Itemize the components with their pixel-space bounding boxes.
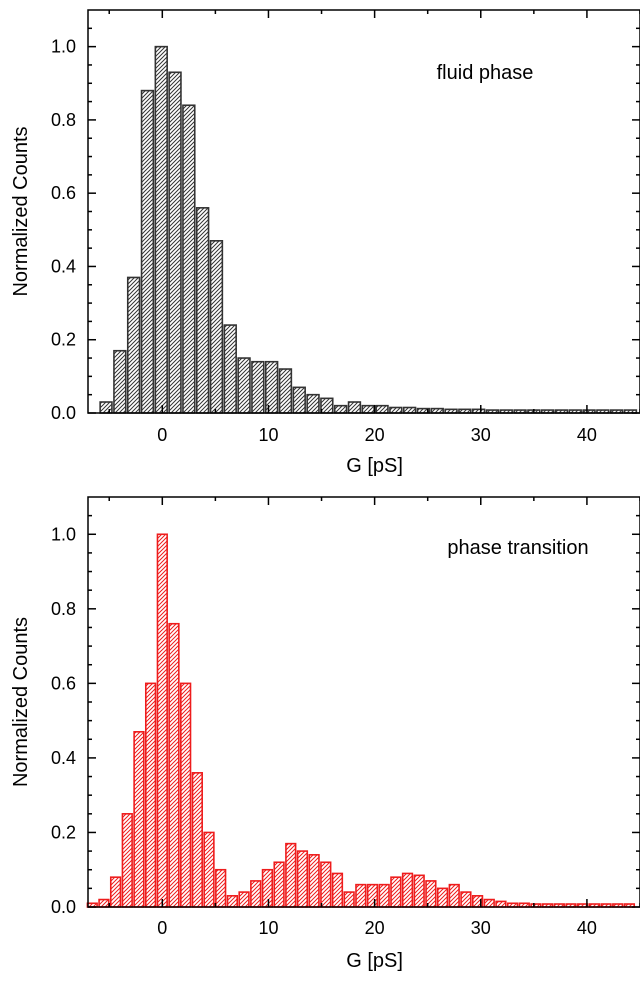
bar: [278, 368, 293, 414]
y-tick-label: 0.0: [51, 403, 76, 423]
bar: [209, 240, 224, 414]
bar: [156, 533, 168, 908]
bar: [402, 406, 417, 414]
bar: [273, 861, 285, 908]
x-tick-label: 10: [258, 918, 278, 938]
bar: [109, 876, 122, 908]
bar: [215, 868, 227, 908]
x-tick-label: 0: [157, 425, 167, 445]
bar: [223, 324, 237, 414]
bar: [98, 898, 110, 908]
bar: [99, 401, 113, 414]
y-tick-label: 0.2: [51, 822, 76, 842]
panel-fluid-phase: 0 10 20 30 40 0.0 0.2 0.4 0.6 0.8 1.0 Normalized C…: [10, 9, 640, 477]
bar: [413, 874, 425, 908]
bar: [182, 104, 196, 414]
x-tick-label: 20: [365, 425, 385, 445]
bar: [251, 360, 265, 414]
bar: [320, 397, 334, 414]
bar: [448, 883, 460, 908]
bar: [361, 404, 375, 414]
panel-phase-transition: 0 10 20 30 40 0.0 0.2 0.4 0.6 0.8 1.0 Normalized C…: [10, 496, 640, 972]
bar: [203, 831, 215, 908]
bar: [389, 406, 403, 414]
bars-phase-transition: [86, 533, 636, 908]
ylabel-phase-transition: Normalized Counts: [10, 617, 32, 787]
bar: [343, 891, 355, 908]
bar: [366, 883, 379, 908]
x-tick-label: 10: [258, 425, 278, 445]
y-tick-label: 0.6: [51, 183, 76, 203]
bar: [495, 900, 507, 908]
bar: [113, 349, 127, 414]
ylabel-fluid-phase: Normalized Counts: [10, 126, 32, 296]
bar: [375, 404, 389, 414]
bar: [154, 45, 168, 414]
bar: [237, 357, 251, 414]
bar: [285, 842, 297, 908]
bar: [238, 891, 250, 908]
y-tick-label: 1.0: [51, 37, 76, 57]
annotation-fluid-phase: fluid phase: [437, 62, 534, 84]
bar: [133, 731, 145, 908]
bar: [331, 872, 344, 908]
bar: [306, 393, 320, 414]
x-tick-label: 30: [471, 425, 491, 445]
bar: [347, 401, 362, 414]
bar: [121, 813, 133, 908]
xlabel-fluid-phase: G [pS]: [346, 455, 403, 477]
annotation-phase-transition: phase transition: [447, 537, 588, 559]
x-tick-label: 20: [365, 918, 385, 938]
bar: [191, 772, 203, 908]
bar: [292, 386, 306, 414]
axes-phase-transition: 0 10 20 30 40 0.0 0.2 0.4 0.6 0.8 1.0: [51, 496, 640, 938]
bar: [296, 850, 309, 908]
y-tick-label: 0.6: [51, 673, 76, 693]
bar: [168, 622, 180, 908]
xlabel-phase-transition: G [pS]: [346, 950, 403, 972]
bar: [126, 276, 141, 414]
bar: [261, 868, 274, 908]
bar: [144, 682, 157, 908]
bar: [320, 861, 332, 908]
bar: [436, 887, 449, 908]
y-tick-label: 0.4: [51, 748, 76, 768]
bar: [483, 898, 495, 908]
x-tick-label: 40: [577, 425, 597, 445]
bars-fluid-phase: [99, 45, 638, 414]
bar: [333, 404, 348, 414]
y-tick-label: 1.0: [51, 524, 76, 544]
bar: [180, 682, 192, 908]
bar: [401, 872, 414, 908]
bar: [378, 883, 390, 908]
x-tick-label: 30: [471, 918, 491, 938]
x-tick-label: 0: [157, 918, 167, 938]
bar: [460, 891, 472, 908]
axes-fluid-phase: 0 10 20 30 40 0.0 0.2 0.4 0.6 0.8 1.0: [51, 9, 640, 445]
bar: [390, 876, 402, 908]
y-tick-label: 0.8: [51, 599, 76, 619]
bar: [264, 360, 279, 414]
y-tick-label: 0.2: [51, 330, 76, 350]
bar: [226, 895, 239, 908]
y-tick-label: 0.8: [51, 110, 76, 130]
bar: [140, 89, 155, 414]
y-tick-label: 0.0: [51, 897, 76, 917]
bar: [195, 207, 210, 414]
x-tick-label: 40: [577, 918, 597, 938]
y-tick-label: 0.4: [51, 256, 76, 276]
bar: [250, 880, 262, 908]
bar: [308, 854, 320, 908]
bar: [168, 71, 182, 414]
bar: [355, 883, 367, 908]
